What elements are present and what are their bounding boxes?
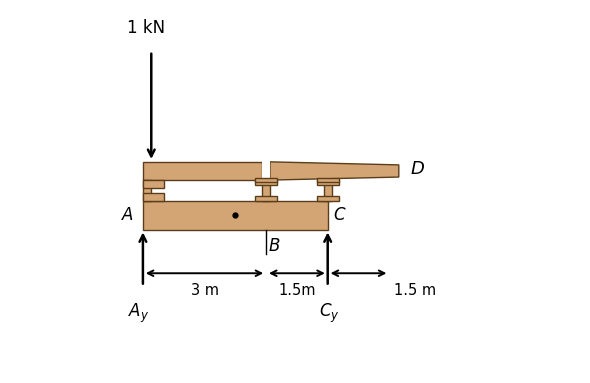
- Text: $D$: $D$: [410, 160, 425, 178]
- Bar: [143, 193, 164, 201]
- Bar: [255, 196, 277, 201]
- Text: $A_y$: $A_y$: [129, 302, 150, 325]
- Bar: [143, 180, 150, 201]
- Text: 1 kN: 1 kN: [127, 19, 165, 37]
- Bar: [262, 180, 270, 201]
- Bar: [255, 178, 277, 182]
- Text: $C_y$: $C_y$: [319, 302, 340, 325]
- Text: $A$: $A$: [122, 206, 135, 224]
- Bar: [143, 201, 327, 229]
- Bar: [263, 161, 270, 181]
- Polygon shape: [270, 162, 399, 180]
- Text: $B$: $B$: [268, 237, 280, 255]
- Text: 1.5m: 1.5m: [278, 283, 316, 298]
- Text: $C$: $C$: [333, 206, 347, 224]
- Bar: [317, 178, 339, 182]
- Bar: [143, 162, 263, 180]
- Bar: [255, 180, 277, 185]
- Bar: [143, 180, 164, 188]
- Text: 1.5 m: 1.5 m: [394, 283, 436, 298]
- Bar: [323, 180, 332, 201]
- Text: 3 m: 3 m: [191, 283, 218, 298]
- Bar: [317, 196, 339, 201]
- Bar: [317, 180, 339, 185]
